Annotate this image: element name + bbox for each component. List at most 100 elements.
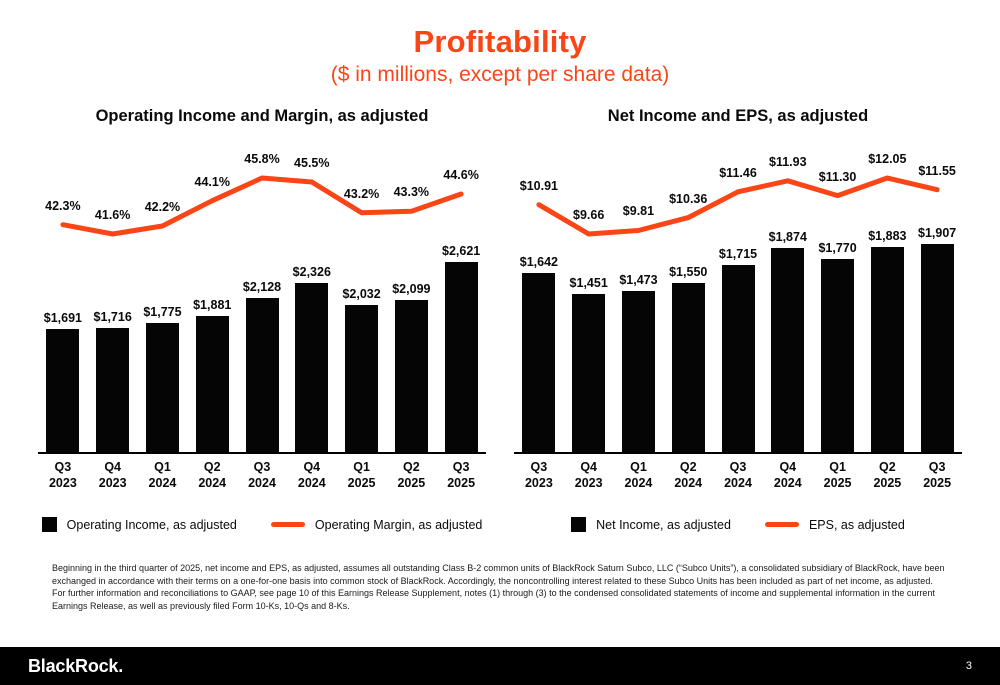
x-axis-labels: Q3 2023 Q4 2023 Q1 2024 Q2 2024 Q3 2024 Q4 20…: [514, 460, 962, 491]
bar-slot: $2,326: [287, 132, 337, 452]
bar-value-label: $1,716: [93, 310, 132, 324]
line-value-label: $10.91: [519, 178, 558, 193]
brand-logo: BlackRock.: [28, 655, 124, 676]
bar-slot: $1,907: [912, 132, 962, 452]
bar-value-label: $1,715: [718, 247, 758, 261]
bar: [572, 294, 606, 452]
footer-bar: BlackRock. 3: [0, 647, 1000, 685]
bar-value-label: $1,550: [669, 265, 708, 279]
line-value-label: $9.66: [573, 208, 605, 222]
bar-value-label: $1,451: [569, 276, 608, 290]
bar: [771, 248, 805, 452]
bar-slot: $2,032: [337, 132, 387, 452]
line-value-label: $9.81: [622, 204, 655, 219]
bar: [870, 247, 904, 452]
bar-slot: $1,716: [88, 132, 138, 452]
chart-net-income-eps: Net Income and EPS, as adjusted $1,642 $1…: [514, 107, 962, 533]
footnote: Beginning in the third quarter of 2025, …: [52, 563, 945, 612]
bar: [145, 323, 179, 452]
x-axis-label: Q2 2024: [198, 460, 227, 490]
page-title: Profitability: [413, 24, 587, 59]
bar: [621, 291, 655, 452]
x-axis-label: Q3 2023: [48, 460, 77, 490]
bar-slot: $1,691: [38, 132, 88, 452]
plot-area: $1,642 $1,451 $1,473 $1,550 $1,715 $1,874 $1,7…: [514, 132, 962, 452]
bar-value-label: $2,326: [292, 265, 331, 279]
bar-slot: $2,621: [436, 132, 486, 452]
x-axis-label: Q3 2023: [524, 460, 553, 490]
legend-label: EPS, as adjusted: [808, 517, 905, 532]
x-axis-label: Q3 2025: [447, 460, 476, 490]
bar-value-label: $2,032: [342, 287, 381, 301]
x-axis-line: [514, 452, 962, 454]
line-value-label: 43.3%: [393, 185, 430, 200]
x-axis-label: Q1 2025: [347, 460, 376, 490]
bar-value-label: $1,907: [918, 226, 957, 240]
bar: [821, 259, 855, 452]
line-value-label: $11.55: [918, 163, 956, 178]
bar: [295, 283, 329, 452]
bar-value-label: $1,473: [619, 273, 658, 287]
x-axis-label: Q4 2024: [773, 460, 802, 490]
legend-label: Operating Income, as adjusted: [66, 517, 237, 532]
bar-slot: $1,642: [514, 132, 564, 452]
line-value-label: $11.30: [818, 169, 857, 184]
bar-value-label: $1,642: [519, 255, 558, 269]
legend: Operating Income, as adjusted Operating …: [38, 517, 486, 533]
bar: [920, 244, 954, 452]
bar-slot: $1,550: [663, 132, 713, 452]
x-axis-label: Q1 2024: [624, 460, 653, 490]
x-axis-label: Q2 2025: [873, 460, 902, 490]
bar-value-label: $2,128: [242, 280, 282, 294]
x-axis-label: Q1 2024: [148, 460, 177, 490]
bar: [245, 298, 279, 452]
line-swatch-icon: [764, 522, 799, 528]
bar: [721, 265, 755, 452]
legend-label: Net Income, as adjusted: [596, 517, 731, 532]
line-value-label: $12.05: [868, 152, 907, 166]
line-swatch-icon: [270, 522, 305, 528]
bar-slot: $1,715: [713, 132, 763, 452]
x-axis-label: Q4 2023: [98, 460, 127, 490]
line-value-label: $10.36: [669, 191, 708, 206]
line-value-label: 41.6%: [94, 208, 131, 222]
line-value-label: 45.8%: [244, 152, 280, 166]
bar-slot: $1,473: [614, 132, 664, 452]
bar-slot: $2,128: [237, 132, 287, 452]
bar-swatch-icon: [571, 517, 587, 533]
bar: [444, 262, 478, 452]
charts-row: Operating Income and Margin, as adjusted…: [0, 107, 1000, 533]
line-value-label: 44.1%: [194, 174, 230, 189]
bar-slot: $1,775: [138, 132, 188, 452]
line-value-label: 42.2%: [144, 200, 181, 214]
bar-value-label: $1,881: [193, 298, 232, 312]
chart-title: Operating Income and Margin, as adjusted: [95, 107, 429, 125]
bar-group: $1,642 $1,451 $1,473 $1,550 $1,715 $1,874 $1,7…: [514, 132, 962, 452]
legend-item-bar: Net Income, as adjusted: [571, 517, 731, 533]
x-axis-label: Q3 2024: [248, 460, 276, 490]
x-axis-line: [38, 452, 486, 454]
chart-title: Net Income and EPS, as adjusted: [607, 107, 869, 125]
x-axis-labels: Q3 2023 Q4 2023 Q1 2024 Q2 2024 Q3 2024 Q4 20…: [38, 460, 486, 491]
bar: [671, 283, 705, 452]
x-axis-label: Q2 2025: [397, 460, 426, 490]
bar-value-label: $1,691: [43, 311, 82, 325]
bar-slot: $1,881: [187, 132, 237, 452]
bar-slot: $1,874: [763, 132, 813, 452]
legend-item-line: EPS, as adjusted: [764, 517, 905, 532]
line-value-label: 43.2%: [343, 186, 380, 201]
bar-swatch-icon: [41, 517, 57, 533]
x-axis-label: Q4 2023: [574, 460, 603, 490]
bar-group: $1,691 $1,716 $1,775 $1,881 $2,128 $2,326 $2,0…: [38, 132, 486, 452]
bar-value-label: $2,621: [442, 244, 481, 258]
bar-slot: $1,883: [862, 132, 912, 452]
line-value-label: $11.93: [768, 154, 807, 169]
bar-value-label: $2,099: [392, 282, 431, 296]
bar: [522, 273, 556, 452]
bar: [96, 328, 130, 452]
x-axis-label: Q1 2025: [823, 460, 852, 490]
bar-value-label: $1,874: [768, 230, 807, 244]
x-axis-label: Q4 2024: [297, 460, 326, 490]
legend-item-bar: Operating Income, as adjusted: [41, 517, 237, 533]
bar: [345, 305, 379, 452]
